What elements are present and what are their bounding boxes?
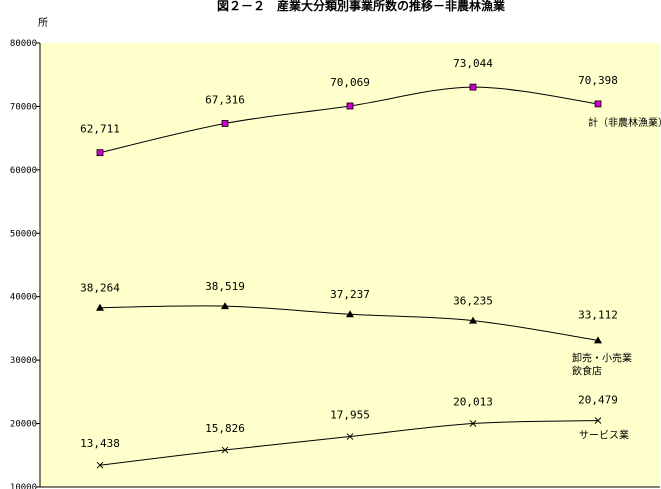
- plot-area: [40, 43, 660, 487]
- y-tick-label: 40000: [10, 293, 37, 303]
- data-label: 33,112: [578, 308, 618, 321]
- series-3: 13,438 15,826 17,955 20,013 20,479 サービス業: [80, 394, 629, 469]
- data-point-marker: [594, 336, 602, 344]
- data-label: 67,316: [205, 93, 245, 106]
- data-point-marker: [96, 461, 104, 469]
- y-tick-label: 60000: [10, 166, 37, 176]
- data-label: 36,235: [453, 295, 493, 308]
- data-label: 20,013: [453, 395, 493, 408]
- y-tick-label: 70000: [10, 102, 37, 112]
- data-point-marker: [594, 417, 602, 424]
- series-2: 38,264 38,519 37,237 36,235 33,112 卸売・小売業飲食店: [80, 280, 632, 377]
- data-point-marker: [96, 149, 104, 157]
- data-point-marker: [469, 316, 477, 324]
- data-label: 15,826: [205, 422, 245, 435]
- data-label: 38,519: [205, 280, 245, 293]
- data-point-marker: [221, 446, 229, 454]
- series-layer: 62,711 67,316 70,069 73,044 70,398 計（非農林漁業） 38…: [80, 57, 661, 469]
- data-point-marker: [346, 433, 354, 440]
- data-label: 38,264: [80, 282, 120, 295]
- y-tick-label: 30000: [10, 356, 37, 366]
- series-name-label: 計（非農林漁業）: [588, 116, 661, 129]
- data-label: 70,398: [578, 74, 618, 87]
- data-label: 13,438: [80, 437, 120, 450]
- data-point-marker: [469, 420, 477, 427]
- data-label: 70,069: [330, 76, 370, 89]
- data-label: 37,237: [330, 288, 370, 301]
- data-point-marker: [346, 102, 354, 110]
- series-1: 62,711 67,316 70,069 73,044 70,398 計（非農林漁業）: [80, 57, 661, 157]
- data-point-marker: [221, 302, 229, 310]
- series-name-label: サービス業: [579, 429, 629, 442]
- y-tick-label: 80000: [10, 39, 37, 49]
- series-name-label: 卸売・小売業飲食店: [572, 351, 632, 377]
- data-point-marker: [221, 120, 229, 127]
- y-tick-label: 50000: [10, 229, 37, 239]
- data-label: 62,711: [80, 123, 120, 136]
- data-label: 17,955: [330, 409, 370, 422]
- data-point-marker: [594, 100, 602, 108]
- data-point-marker: [96, 303, 104, 311]
- chart-title: 図２－２ 産業大分類別事業所数の推移－非農林漁業: [217, 0, 506, 13]
- data-label: 20,479: [578, 394, 618, 407]
- data-point-marker: [346, 310, 354, 318]
- y-axis: 10000 20000 30000 40000 50000 60000 70000 80000: [10, 39, 660, 489]
- y-tick-label: 20000: [10, 420, 37, 430]
- y-axis-unit-label: 所: [38, 17, 48, 29]
- y-tick-label: 10000: [10, 483, 37, 489]
- data-label: 73,044: [453, 57, 493, 70]
- data-point-marker: [469, 83, 477, 91]
